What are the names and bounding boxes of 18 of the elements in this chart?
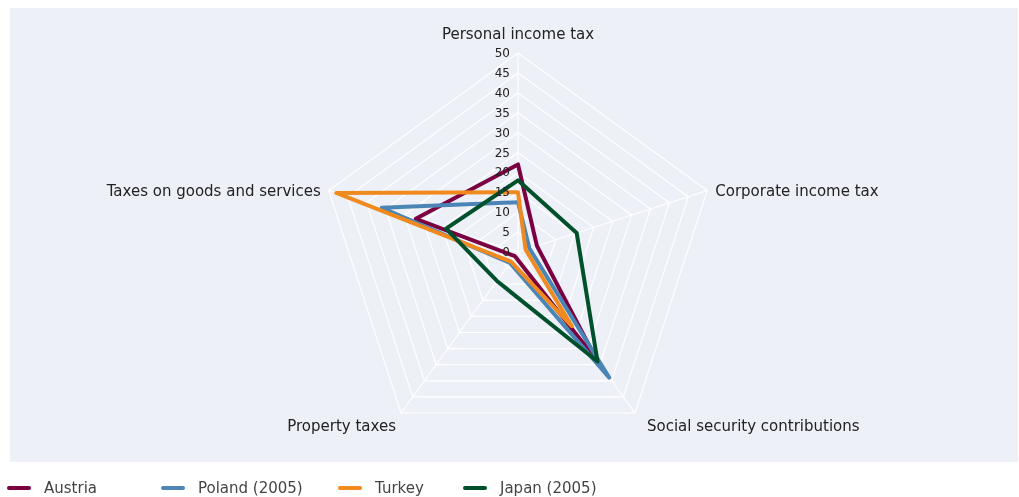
legend-label: Japan (2005) xyxy=(499,479,597,497)
y-tick-label: 10 xyxy=(494,205,510,220)
y-tick-label: 15 xyxy=(494,185,510,200)
legend-label: Poland (2005) xyxy=(198,479,303,497)
y-tick-label: 5 xyxy=(502,225,510,240)
y-tick-label: 25 xyxy=(494,145,510,160)
y-tick-label: 40 xyxy=(494,85,510,100)
y-tick-label: 45 xyxy=(494,65,510,80)
y-tick-label: 30 xyxy=(494,125,510,140)
spoke-label: Social security contributions xyxy=(646,416,860,435)
y-tick-label: 50 xyxy=(494,46,510,60)
y-tick-label: 35 xyxy=(494,105,510,120)
legend-label: Turkey xyxy=(374,479,424,497)
spoke-label: Taxes on goods and services xyxy=(105,181,321,200)
legend-label: Austria xyxy=(44,479,97,497)
spoke-label: Personal income tax xyxy=(441,25,595,43)
spoke-label: Corporate income tax xyxy=(715,181,879,200)
spoke-label: Property taxes xyxy=(287,416,397,435)
